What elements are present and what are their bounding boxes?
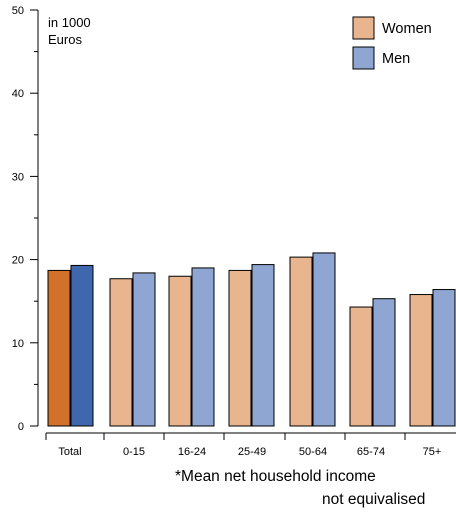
bar-women-16-24 <box>168 275 192 427</box>
x-tick-label-16-24: 16-24 <box>178 446 206 458</box>
x-tick-label-25-49: 25-49 <box>238 446 266 458</box>
y-tick-label-40: 40 <box>12 88 24 100</box>
bar-women-65-74 <box>349 306 373 427</box>
bar-men-75+ <box>432 289 456 427</box>
footnote-line2: not equivalised <box>322 491 425 508</box>
bar-women-75+ <box>409 294 433 427</box>
legend-label-men: Men <box>382 51 410 67</box>
legend: Women Men <box>352 16 432 70</box>
unit-label-line1: in 1000 <box>48 15 91 30</box>
y-tick-label-0: 0 <box>18 421 24 433</box>
bar-men-65-74 <box>372 298 396 427</box>
x-tick-label-50-64: 50-64 <box>299 446 327 458</box>
bar-men-Total <box>70 264 94 427</box>
bar-men-50-64 <box>312 252 336 427</box>
unit-label-line2: Euros <box>48 32 82 47</box>
bars-layer <box>47 252 456 427</box>
bar-women-50-64 <box>289 256 313 427</box>
x-tick-label-65-74: 65-74 <box>357 446 385 458</box>
axis-layer: 0 10 20 30 40 50 Total 0-15 16-24 25-49 50-64 65-74… <box>12 5 456 458</box>
x-tick-label-Total: Total <box>58 446 81 458</box>
y-tick-label-20: 20 <box>12 255 24 267</box>
y-tick-label-30: 30 <box>12 171 24 183</box>
bar-men-16-24 <box>191 267 215 427</box>
y-tick-label-10: 10 <box>12 338 24 350</box>
bar-women-0-15 <box>109 278 133 427</box>
legend-swatch-men <box>352 46 375 70</box>
legend-swatch-women <box>352 16 375 40</box>
y-tick-label-50: 50 <box>12 5 24 17</box>
legend-label-women: Women <box>382 21 432 37</box>
bar-women-25-49 <box>228 269 252 427</box>
bar-women-Total <box>47 269 71 427</box>
bar-men-25-49 <box>251 264 275 427</box>
footnote-line1: *Mean net household income <box>175 468 376 485</box>
bar-men-0-15 <box>132 272 156 427</box>
x-tick-label-75+: 75+ <box>423 446 442 458</box>
x-tick-label-0-15: 0-15 <box>123 446 145 458</box>
